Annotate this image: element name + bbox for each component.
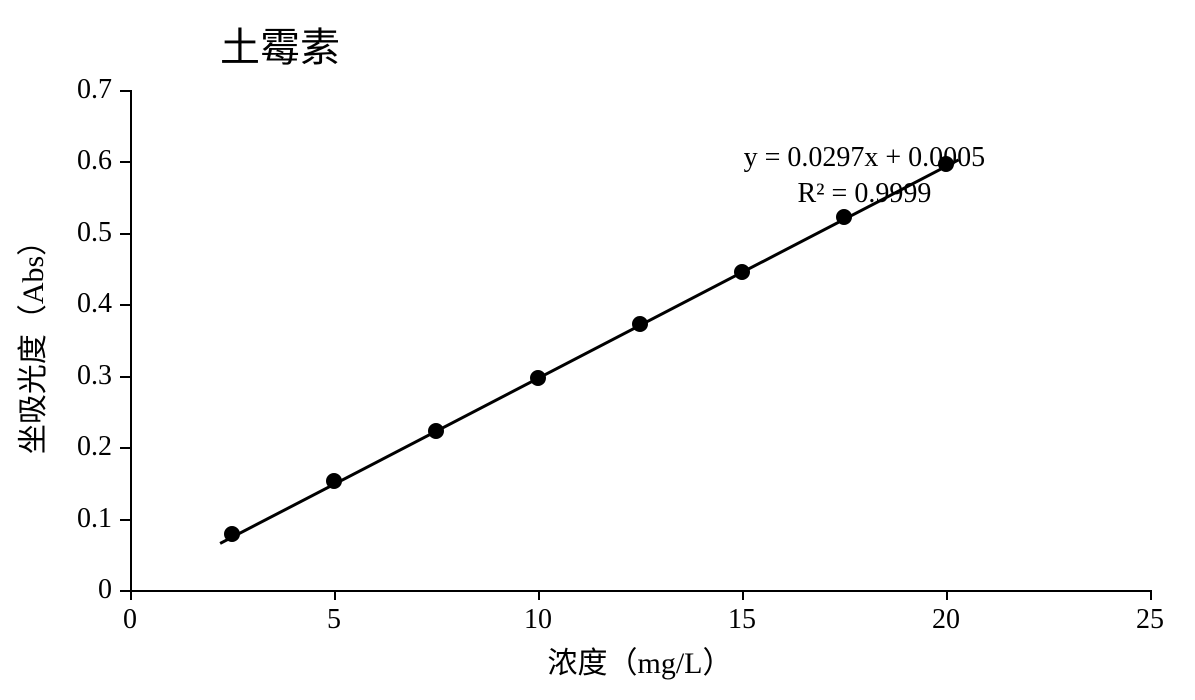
x-tick (538, 590, 540, 600)
y-tick-label: 0.7 (77, 74, 112, 106)
data-point (428, 423, 444, 439)
data-point (224, 526, 240, 542)
x-tick-label: 15 (728, 604, 756, 636)
x-axis-label: 浓度（mg/L） (548, 638, 733, 682)
y-tick (120, 233, 130, 235)
y-tick (120, 376, 130, 378)
equation-annotation: y = 0.0297x + 0.0005 R² = 0.9999 (744, 140, 986, 213)
chart-container: 土霉素 051015202500.10.20.30.40.50.60.7 坐吸光… (0, 0, 1195, 700)
y-tick-label: 0.3 (77, 360, 112, 392)
x-tick-label: 20 (932, 604, 960, 636)
x-tick (946, 590, 948, 600)
x-tick-label: 5 (327, 604, 341, 636)
x-tick-label: 0 (123, 604, 137, 636)
data-point (326, 473, 342, 489)
x-tick (334, 590, 336, 600)
y-tick-label: 0.5 (77, 217, 112, 249)
x-tick-label: 25 (1136, 604, 1164, 636)
x-tick-label: 10 (524, 604, 552, 636)
x-tick (742, 590, 744, 600)
x-axis-line (130, 590, 1150, 592)
y-tick (120, 161, 130, 163)
equation-formula: y = 0.0297x + 0.0005 (744, 142, 986, 173)
y-axis-line (130, 90, 132, 590)
equation-r2: R² = 0.9999 (797, 178, 931, 209)
data-point (530, 370, 546, 386)
y-tick-label: 0.1 (77, 503, 112, 535)
y-tick-label: 0 (98, 574, 112, 606)
data-point (734, 264, 750, 280)
y-tick-label: 0.6 (77, 145, 112, 177)
y-tick (120, 90, 130, 92)
chart-title: 土霉素 (220, 15, 340, 73)
y-tick-label: 0.2 (77, 431, 112, 463)
y-axis-label: 坐吸光度（Abs） (8, 226, 52, 454)
x-tick (130, 590, 132, 600)
y-tick (120, 447, 130, 449)
plot-area: 051015202500.10.20.30.40.50.60.7 (130, 90, 1150, 590)
y-tick (120, 590, 130, 592)
y-tick (120, 519, 130, 521)
x-tick (1150, 590, 1152, 600)
y-tick-label: 0.4 (77, 288, 112, 320)
y-tick (120, 304, 130, 306)
data-point (632, 316, 648, 332)
